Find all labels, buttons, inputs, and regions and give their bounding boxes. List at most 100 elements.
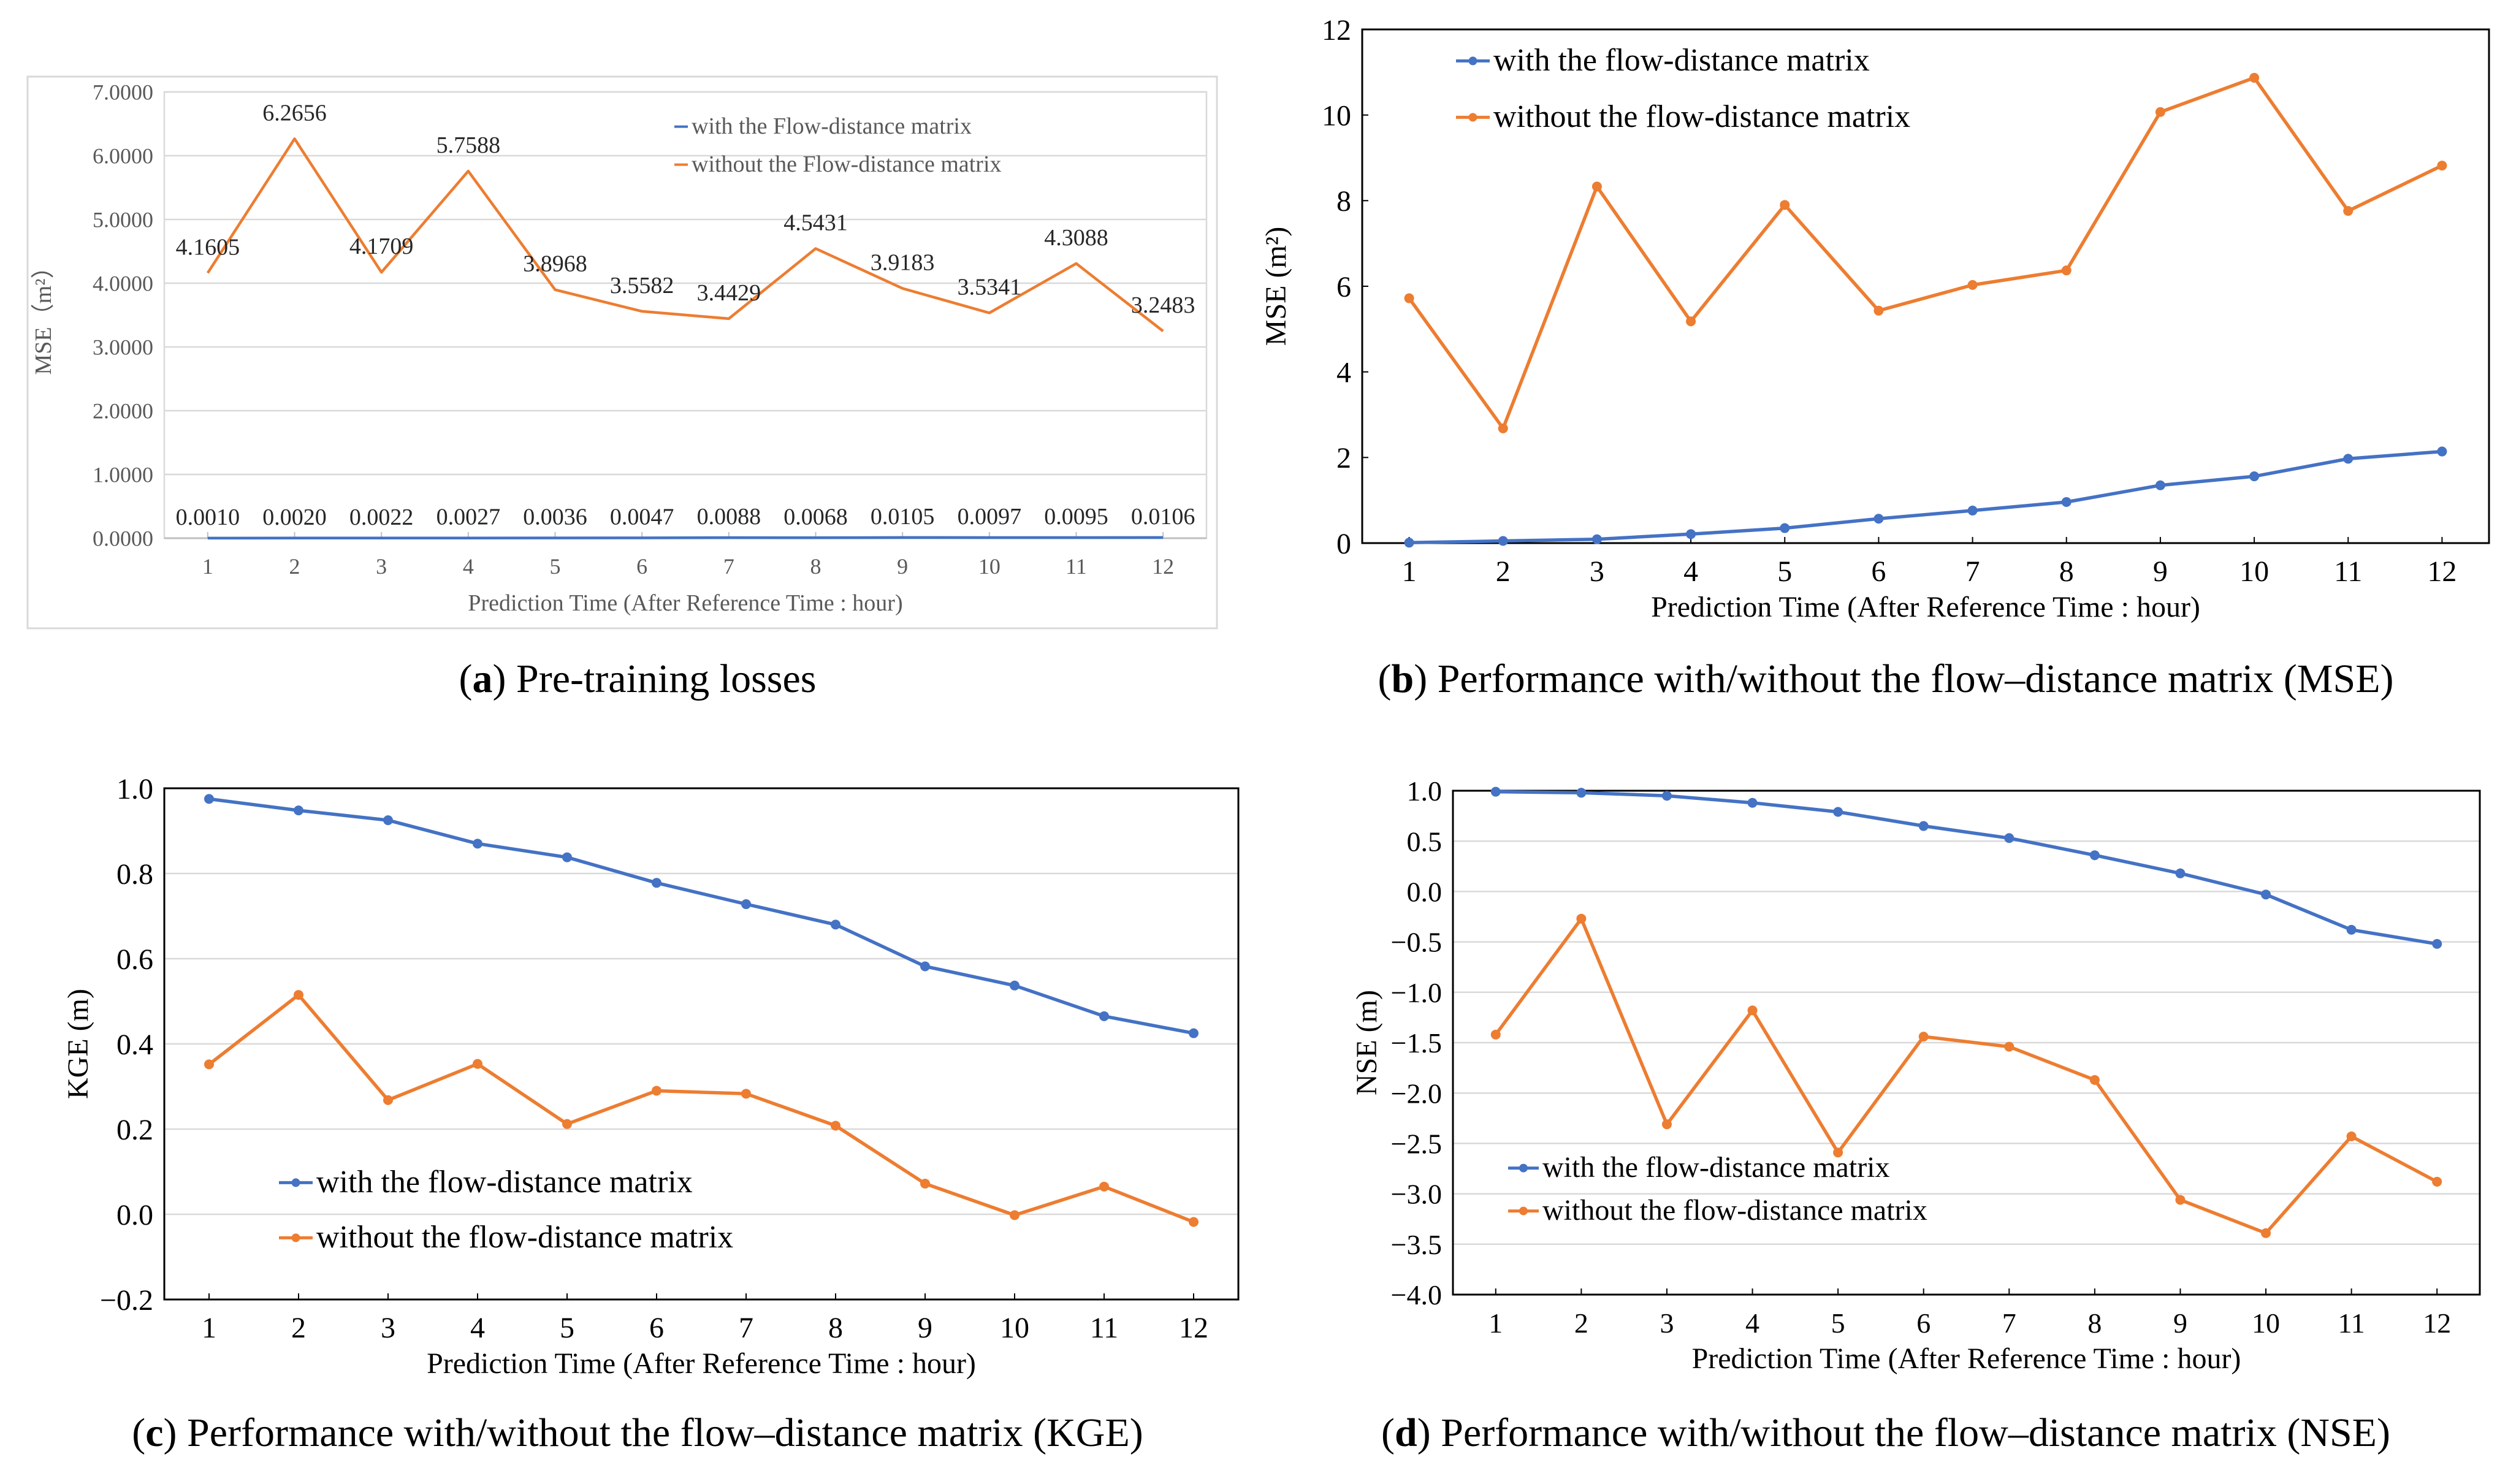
x-tick-label: 3 bbox=[381, 1312, 395, 1344]
x-tick-label: 10 bbox=[2239, 555, 2269, 588]
y-tick-label: 0.5 bbox=[1407, 826, 1443, 857]
legend-marker bbox=[291, 1233, 300, 1242]
y-axis-label: NSE (m) bbox=[1351, 990, 1383, 1095]
legend-label: without the flow-distance matrix bbox=[316, 1220, 733, 1255]
y-tick-label: 1.0000 bbox=[93, 463, 153, 487]
caption-d-label: d bbox=[1395, 1410, 1417, 1455]
x-tick-label: 7 bbox=[2002, 1307, 2016, 1339]
x-tick-label: 6 bbox=[1916, 1307, 1931, 1339]
data-point bbox=[1686, 529, 1696, 539]
data-point bbox=[1747, 797, 1758, 808]
x-axis-label: Prediction Time (After Reference Time : … bbox=[1692, 1342, 2241, 1375]
data-point bbox=[2261, 889, 2271, 900]
data-point bbox=[2004, 1041, 2014, 1052]
data-label: 4.5431 bbox=[783, 210, 848, 236]
y-tick-label: −2.0 bbox=[1391, 1078, 1442, 1109]
data-point bbox=[1873, 514, 1884, 524]
x-tick-label: 6 bbox=[649, 1312, 664, 1344]
data-point bbox=[2437, 446, 2447, 457]
y-tick-label: 3.0000 bbox=[93, 335, 153, 360]
data-label: 0.0027 bbox=[436, 504, 501, 530]
caption-d-text: Performance with/without the flow–distan… bbox=[1441, 1410, 2390, 1455]
legend-label: with the flow-distance matrix bbox=[316, 1165, 693, 1200]
y-axis-label: MSE（m²） bbox=[31, 255, 56, 375]
data-label: 3.4429 bbox=[697, 280, 761, 306]
y-tick-label: 12 bbox=[1322, 14, 1351, 47]
x-tick-label: 3 bbox=[376, 554, 387, 579]
chart-d: −4.0 −3.5 −3.0 −2.5 −2.0 −1.5 −1.0 −0.5 0.0 0.5 1.… bbox=[1351, 775, 2481, 1375]
x-tick-label: 3 bbox=[1590, 555, 1604, 588]
data-point bbox=[2346, 1131, 2357, 1141]
y-tick-label: 4 bbox=[1336, 356, 1351, 389]
series-line-with bbox=[1409, 449, 2442, 545]
data-label: 0.0010 bbox=[176, 504, 240, 530]
data-point bbox=[562, 1119, 572, 1129]
x-tick-label: 8 bbox=[2059, 555, 2074, 588]
data-point bbox=[2061, 497, 2072, 507]
series-line-without bbox=[1494, 917, 2438, 1235]
x-tick-label: 7 bbox=[723, 554, 734, 579]
y-tick-label: −1.5 bbox=[1391, 1027, 1442, 1059]
x-tick-label: 5 bbox=[1831, 1307, 1845, 1339]
data-point bbox=[1404, 538, 1414, 548]
data-point bbox=[831, 919, 840, 930]
x-tick-label: 11 bbox=[2334, 555, 2362, 588]
y-tick-label: −3.0 bbox=[1391, 1179, 1442, 1210]
data-point bbox=[1189, 1217, 1199, 1227]
x-tick-label: 6 bbox=[1871, 555, 1886, 588]
x-tick-label: 10 bbox=[1000, 1312, 1029, 1344]
data-point bbox=[1747, 1005, 1758, 1016]
plot-border bbox=[1452, 790, 2481, 1296]
series-line-with bbox=[208, 797, 1194, 1035]
data-point bbox=[1833, 807, 1843, 817]
chart-c: −0.20.00.20.40.60.81.01 2 3 4 5 6 7 8 9 10 11 12Pre… bbox=[62, 773, 1240, 1380]
data-point bbox=[920, 961, 930, 972]
x-tick-label: 12 bbox=[1179, 1312, 1208, 1344]
y-tick-label: 8 bbox=[1336, 185, 1351, 218]
data-point bbox=[294, 805, 303, 816]
data-point bbox=[1967, 505, 1978, 516]
data-point bbox=[2004, 833, 2014, 843]
data-point bbox=[1918, 821, 1929, 831]
x-tick-label: 7 bbox=[739, 1312, 753, 1344]
data-point bbox=[2432, 938, 2442, 949]
data-label: 3.5582 bbox=[610, 273, 674, 299]
legend-label: with the flow-distance matrix bbox=[1542, 1151, 1890, 1184]
data-point bbox=[2061, 265, 2072, 276]
y-tick-label: 2 bbox=[1336, 442, 1351, 474]
data-point bbox=[2249, 72, 2260, 83]
x-tick-label: 5 bbox=[1777, 555, 1792, 588]
data-label: 4.1709 bbox=[349, 234, 414, 259]
data-label: 0.0095 bbox=[1044, 504, 1108, 530]
legend-marker bbox=[1468, 113, 1477, 122]
data-point bbox=[1686, 316, 1696, 327]
data-point bbox=[1010, 980, 1020, 991]
data-point bbox=[473, 1059, 482, 1069]
data-point bbox=[473, 839, 482, 849]
x-tick-label: 8 bbox=[810, 554, 821, 579]
data-point bbox=[2155, 480, 2165, 490]
data-label: 0.0036 bbox=[523, 504, 587, 530]
data-label: 0.0105 bbox=[871, 504, 935, 530]
x-tick-label: 8 bbox=[2087, 1307, 2102, 1339]
x-tick-label: 9 bbox=[2153, 555, 2168, 588]
x-tick-label: 10 bbox=[978, 554, 1001, 579]
data-point bbox=[920, 1178, 930, 1189]
x-tick-label: 11 bbox=[1090, 1312, 1118, 1344]
y-tick-label: 10 bbox=[1322, 99, 1351, 132]
data-point bbox=[1576, 788, 1587, 798]
y-tick-label: 7.0000 bbox=[93, 80, 153, 105]
data-point bbox=[1498, 536, 1508, 546]
x-tick-label: 12 bbox=[1152, 554, 1174, 579]
y-axis-label: MSE (m²) bbox=[1260, 227, 1292, 346]
y-tick-label: −2.5 bbox=[1391, 1128, 1442, 1160]
x-tick-label: 1 bbox=[1402, 555, 1417, 588]
data-label: 6.2656 bbox=[262, 100, 327, 126]
data-point bbox=[1661, 791, 1672, 801]
y-tick-label: 2.0000 bbox=[93, 399, 153, 424]
data-label: 0.0088 bbox=[697, 504, 761, 530]
legend-label: without the Flow-distance matrix bbox=[692, 151, 1002, 177]
data-point bbox=[2346, 924, 2357, 935]
